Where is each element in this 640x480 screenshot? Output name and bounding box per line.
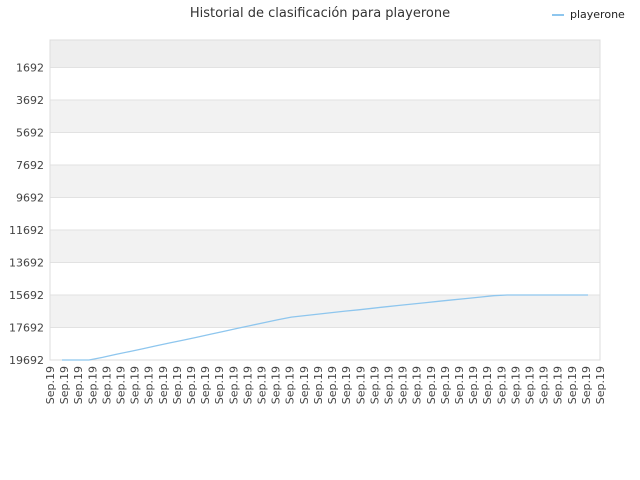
x-tick-label: Sep.19 <box>580 366 593 404</box>
x-tick-label: Sep.19 <box>241 366 254 404</box>
x-tick-label: Sep.19 <box>566 366 579 404</box>
y-tick-label: 9692 <box>16 191 44 204</box>
legend-label: playerone <box>570 8 625 21</box>
grid-band <box>50 262 600 295</box>
x-tick-label: Sep.19 <box>594 366 607 404</box>
x-tick-label: Sep.19 <box>382 366 395 404</box>
x-tick-label: Sep.19 <box>115 366 128 404</box>
x-tick-label: Sep.19 <box>397 366 410 404</box>
x-tick-label: Sep.19 <box>552 366 565 404</box>
grid-band <box>50 294 600 328</box>
chart-title: Historial de clasificación para playeron… <box>189 6 451 21</box>
x-tick-label: Sep.19 <box>44 366 57 404</box>
x-tick-label: Sep.19 <box>538 366 551 404</box>
chart-legend[interactable]: playerone <box>552 8 625 21</box>
grid-band <box>50 229 600 263</box>
x-tick-label: Sep.19 <box>86 366 99 404</box>
x-tick-label: Sep.19 <box>284 366 297 404</box>
x-tick-label: Sep.19 <box>453 366 466 404</box>
x-tick-label: Sep.19 <box>509 366 522 404</box>
x-tick-label: Sep.19 <box>157 366 170 404</box>
x-tick-label: Sep.19 <box>58 366 71 404</box>
x-tick-label: Sep.19 <box>129 366 142 404</box>
x-tick-label: Sep.19 <box>227 366 240 404</box>
grid-band <box>50 132 600 165</box>
x-tick-label: Sep.19 <box>270 366 283 404</box>
grid-band <box>50 197 600 230</box>
x-tick-label: Sep.19 <box>298 366 311 404</box>
x-tick-label: Sep.19 <box>256 366 269 404</box>
x-tick-label: Sep.19 <box>72 366 85 404</box>
x-tick-label: Sep.19 <box>439 366 452 404</box>
x-tick-label: Sep.19 <box>411 366 424 404</box>
x-tick-label: Sep.19 <box>171 366 184 404</box>
x-tick-label: Sep.19 <box>368 366 381 404</box>
y-tick-label: 7692 <box>16 159 44 172</box>
y-tick-label: 3692 <box>16 94 44 107</box>
y-tick-label: 17692 <box>9 321 44 334</box>
x-tick-label: Sep.19 <box>143 366 156 404</box>
x-tick-label: Sep.19 <box>185 366 198 404</box>
legend-swatch <box>552 13 564 16</box>
x-tick-label: Sep.19 <box>354 366 367 404</box>
x-tick-label: Sep.19 <box>467 366 480 404</box>
series-line-playerone[interactable] <box>62 294 588 361</box>
y-tick-label: 13692 <box>9 256 44 269</box>
x-tick-label: Sep.19 <box>340 366 353 404</box>
grid-band <box>50 67 600 100</box>
x-tick-label: Sep.19 <box>100 366 113 404</box>
x-tick-label: Sep.19 <box>199 366 212 404</box>
y-tick-label: 19692 <box>9 354 44 367</box>
x-tick-label: Sep.19 <box>481 366 494 404</box>
y-tick-label: 11692 <box>9 224 44 237</box>
x-tick-label: Sep.19 <box>312 366 325 404</box>
grid-band <box>50 99 600 133</box>
x-tick-label: Sep.19 <box>213 366 226 404</box>
plot-border <box>49 39 601 361</box>
x-tick-label: Sep.19 <box>326 366 339 404</box>
grid-band <box>50 327 600 360</box>
x-tick-label: Sep.19 <box>523 366 536 404</box>
y-tick-label: 1692 <box>16 61 44 74</box>
x-tick-label: Sep.19 <box>425 366 438 404</box>
grid-band <box>50 164 600 198</box>
y-tick-label: 5692 <box>16 126 44 139</box>
grid-band <box>50 40 600 68</box>
y-tick-label: 15692 <box>9 289 44 302</box>
x-tick-label: Sep.19 <box>495 366 508 404</box>
